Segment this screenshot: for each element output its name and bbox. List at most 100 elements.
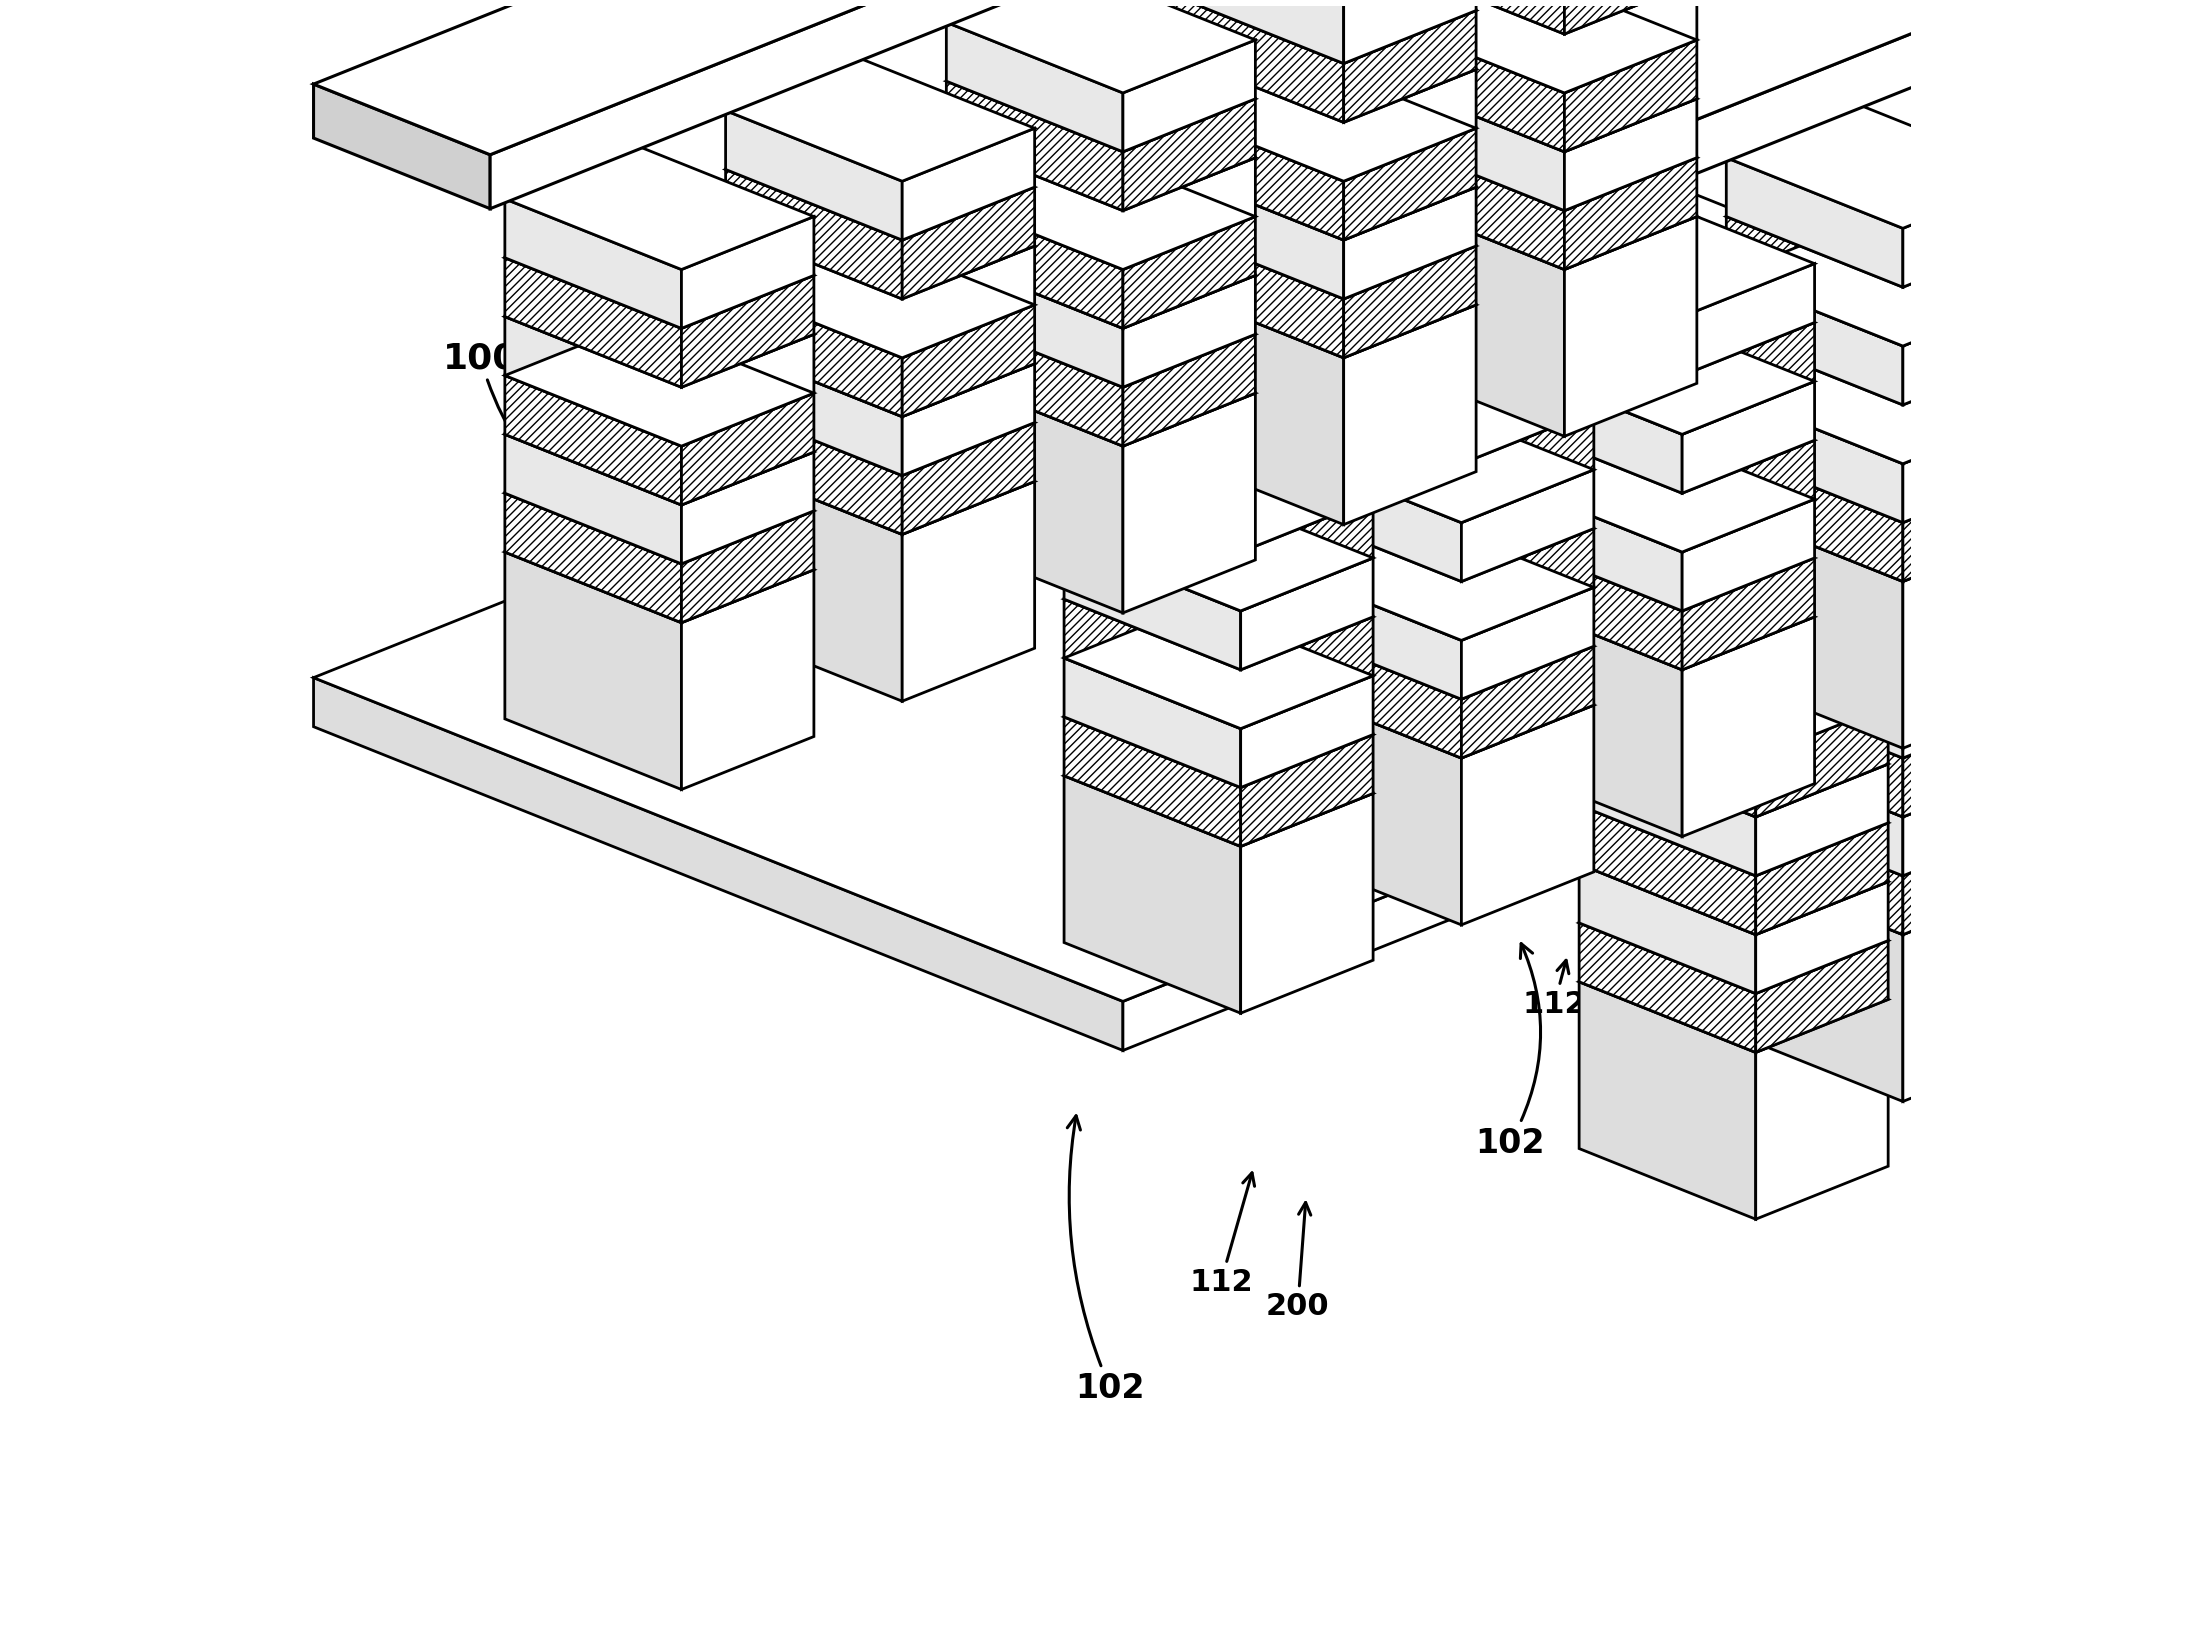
- Polygon shape: [1579, 811, 1887, 934]
- Polygon shape: [1903, 236, 2036, 346]
- Polygon shape: [505, 206, 814, 330]
- Polygon shape: [1168, 117, 1476, 241]
- Polygon shape: [1122, 485, 2187, 1051]
- Text: 118: 118: [1422, 466, 1498, 506]
- Polygon shape: [682, 335, 814, 447]
- Polygon shape: [1505, 371, 1815, 494]
- Polygon shape: [1756, 705, 1887, 817]
- Polygon shape: [505, 442, 814, 565]
- Polygon shape: [1505, 488, 1815, 611]
- Polygon shape: [1579, 689, 1756, 817]
- Polygon shape: [1682, 323, 1815, 435]
- Polygon shape: [1065, 600, 1240, 728]
- Polygon shape: [1682, 618, 1815, 837]
- Polygon shape: [1946, 247, 2124, 376]
- Polygon shape: [947, 0, 1255, 94]
- Polygon shape: [1122, 218, 1255, 330]
- Polygon shape: [1726, 105, 2036, 229]
- Polygon shape: [1343, 247, 1476, 359]
- Polygon shape: [1579, 694, 1887, 817]
- Polygon shape: [1389, 147, 1697, 270]
- Polygon shape: [1284, 400, 1594, 524]
- Polygon shape: [903, 305, 1034, 417]
- Polygon shape: [1946, 135, 2187, 259]
- Polygon shape: [1726, 753, 2036, 877]
- Text: 114: 114: [1610, 836, 1682, 880]
- Polygon shape: [1505, 305, 1682, 435]
- Polygon shape: [1505, 364, 1682, 494]
- Polygon shape: [1284, 282, 1594, 405]
- Polygon shape: [1168, 59, 1476, 183]
- Polygon shape: [1050, 0, 2187, 433]
- Polygon shape: [1505, 194, 1815, 318]
- Polygon shape: [1389, 0, 1697, 35]
- Polygon shape: [1284, 577, 1594, 700]
- Polygon shape: [726, 412, 1034, 536]
- Polygon shape: [1946, 311, 2187, 435]
- Polygon shape: [1065, 547, 1373, 671]
- Polygon shape: [1284, 453, 1461, 582]
- Polygon shape: [947, 142, 1122, 270]
- Polygon shape: [1461, 705, 1594, 925]
- Polygon shape: [1579, 753, 1887, 877]
- Polygon shape: [1726, 400, 2036, 524]
- Polygon shape: [1461, 648, 1594, 758]
- Polygon shape: [505, 552, 682, 789]
- Polygon shape: [903, 188, 1034, 300]
- Polygon shape: [1726, 511, 1903, 748]
- Polygon shape: [1564, 41, 1697, 153]
- Polygon shape: [1461, 588, 1594, 700]
- Polygon shape: [1505, 547, 1815, 671]
- Polygon shape: [903, 364, 1034, 476]
- Polygon shape: [947, 376, 1122, 613]
- Polygon shape: [1564, 218, 1697, 437]
- Polygon shape: [726, 293, 1034, 417]
- Polygon shape: [1284, 570, 1461, 700]
- Polygon shape: [1389, 0, 1564, 94]
- Polygon shape: [1389, 82, 1564, 211]
- Polygon shape: [1065, 717, 1240, 847]
- Polygon shape: [726, 176, 1034, 300]
- Polygon shape: [1065, 371, 1373, 494]
- Polygon shape: [313, 679, 1122, 1051]
- Polygon shape: [1756, 824, 1887, 934]
- Polygon shape: [1505, 541, 1682, 671]
- Polygon shape: [873, 0, 2187, 379]
- Polygon shape: [1168, 229, 1343, 359]
- Polygon shape: [1874, 577, 2183, 700]
- Text: 200: 200: [1266, 1203, 1330, 1320]
- Polygon shape: [1726, 453, 1903, 582]
- Polygon shape: [2049, 648, 2183, 758]
- Polygon shape: [1065, 424, 1240, 552]
- Polygon shape: [1726, 335, 1903, 465]
- Polygon shape: [947, 323, 1255, 447]
- Polygon shape: [873, 308, 1050, 433]
- Polygon shape: [1284, 517, 1594, 641]
- Polygon shape: [2049, 588, 2183, 700]
- Polygon shape: [1284, 689, 1461, 925]
- Polygon shape: [313, 160, 2187, 1002]
- Polygon shape: [1726, 394, 1903, 524]
- Polygon shape: [1874, 694, 2183, 817]
- Polygon shape: [1579, 923, 1756, 1053]
- Polygon shape: [1389, 199, 1564, 437]
- Polygon shape: [1579, 865, 1756, 994]
- Polygon shape: [1168, 0, 1343, 64]
- Polygon shape: [2049, 765, 2183, 984]
- Polygon shape: [1122, 394, 1255, 613]
- Polygon shape: [1065, 606, 1373, 728]
- Polygon shape: [1564, 0, 1697, 35]
- Polygon shape: [1946, 129, 2124, 259]
- Polygon shape: [2124, 206, 2187, 318]
- Polygon shape: [1946, 194, 2187, 318]
- Polygon shape: [1726, 577, 2036, 700]
- Polygon shape: [1903, 176, 2036, 288]
- Polygon shape: [1065, 776, 1240, 1014]
- Polygon shape: [2124, 147, 2187, 259]
- Polygon shape: [947, 87, 1255, 211]
- Polygon shape: [1726, 222, 2036, 346]
- Polygon shape: [505, 147, 814, 270]
- Polygon shape: [1874, 511, 2049, 641]
- Polygon shape: [1343, 188, 1476, 300]
- Polygon shape: [1726, 570, 1903, 700]
